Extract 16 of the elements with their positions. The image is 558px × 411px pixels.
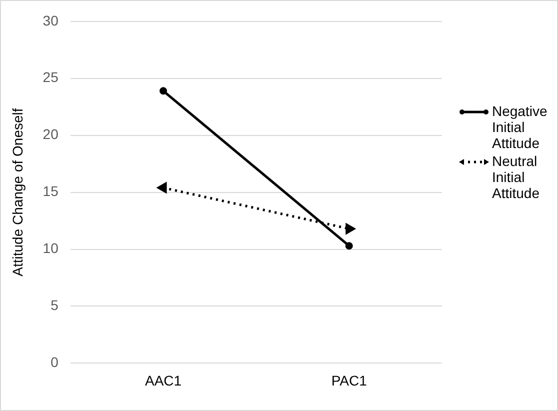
point: [345, 242, 353, 250]
y-tick-label: 10: [42, 240, 59, 256]
y-tick-label: 20: [42, 126, 59, 142]
point: [160, 87, 168, 95]
y-axis-title: Attitude Change of Oneself: [9, 108, 26, 276]
point: [158, 182, 167, 193]
y-tick-label: 5: [50, 297, 59, 314]
x-tick-label: AAC1: [144, 372, 182, 388]
x-tick-label: PAC1: [331, 372, 368, 388]
y-tick-label: 0: [50, 354, 59, 370]
y-tick-label: 25: [42, 69, 59, 86]
legend-label: Negative Initial Attitude: [492, 103, 548, 151]
point: [346, 224, 355, 234]
y-tick-label: 15: [42, 183, 59, 200]
legend-label: Neutral Initial Attitude: [492, 153, 540, 201]
y-tick-label: 30: [42, 12, 59, 28]
